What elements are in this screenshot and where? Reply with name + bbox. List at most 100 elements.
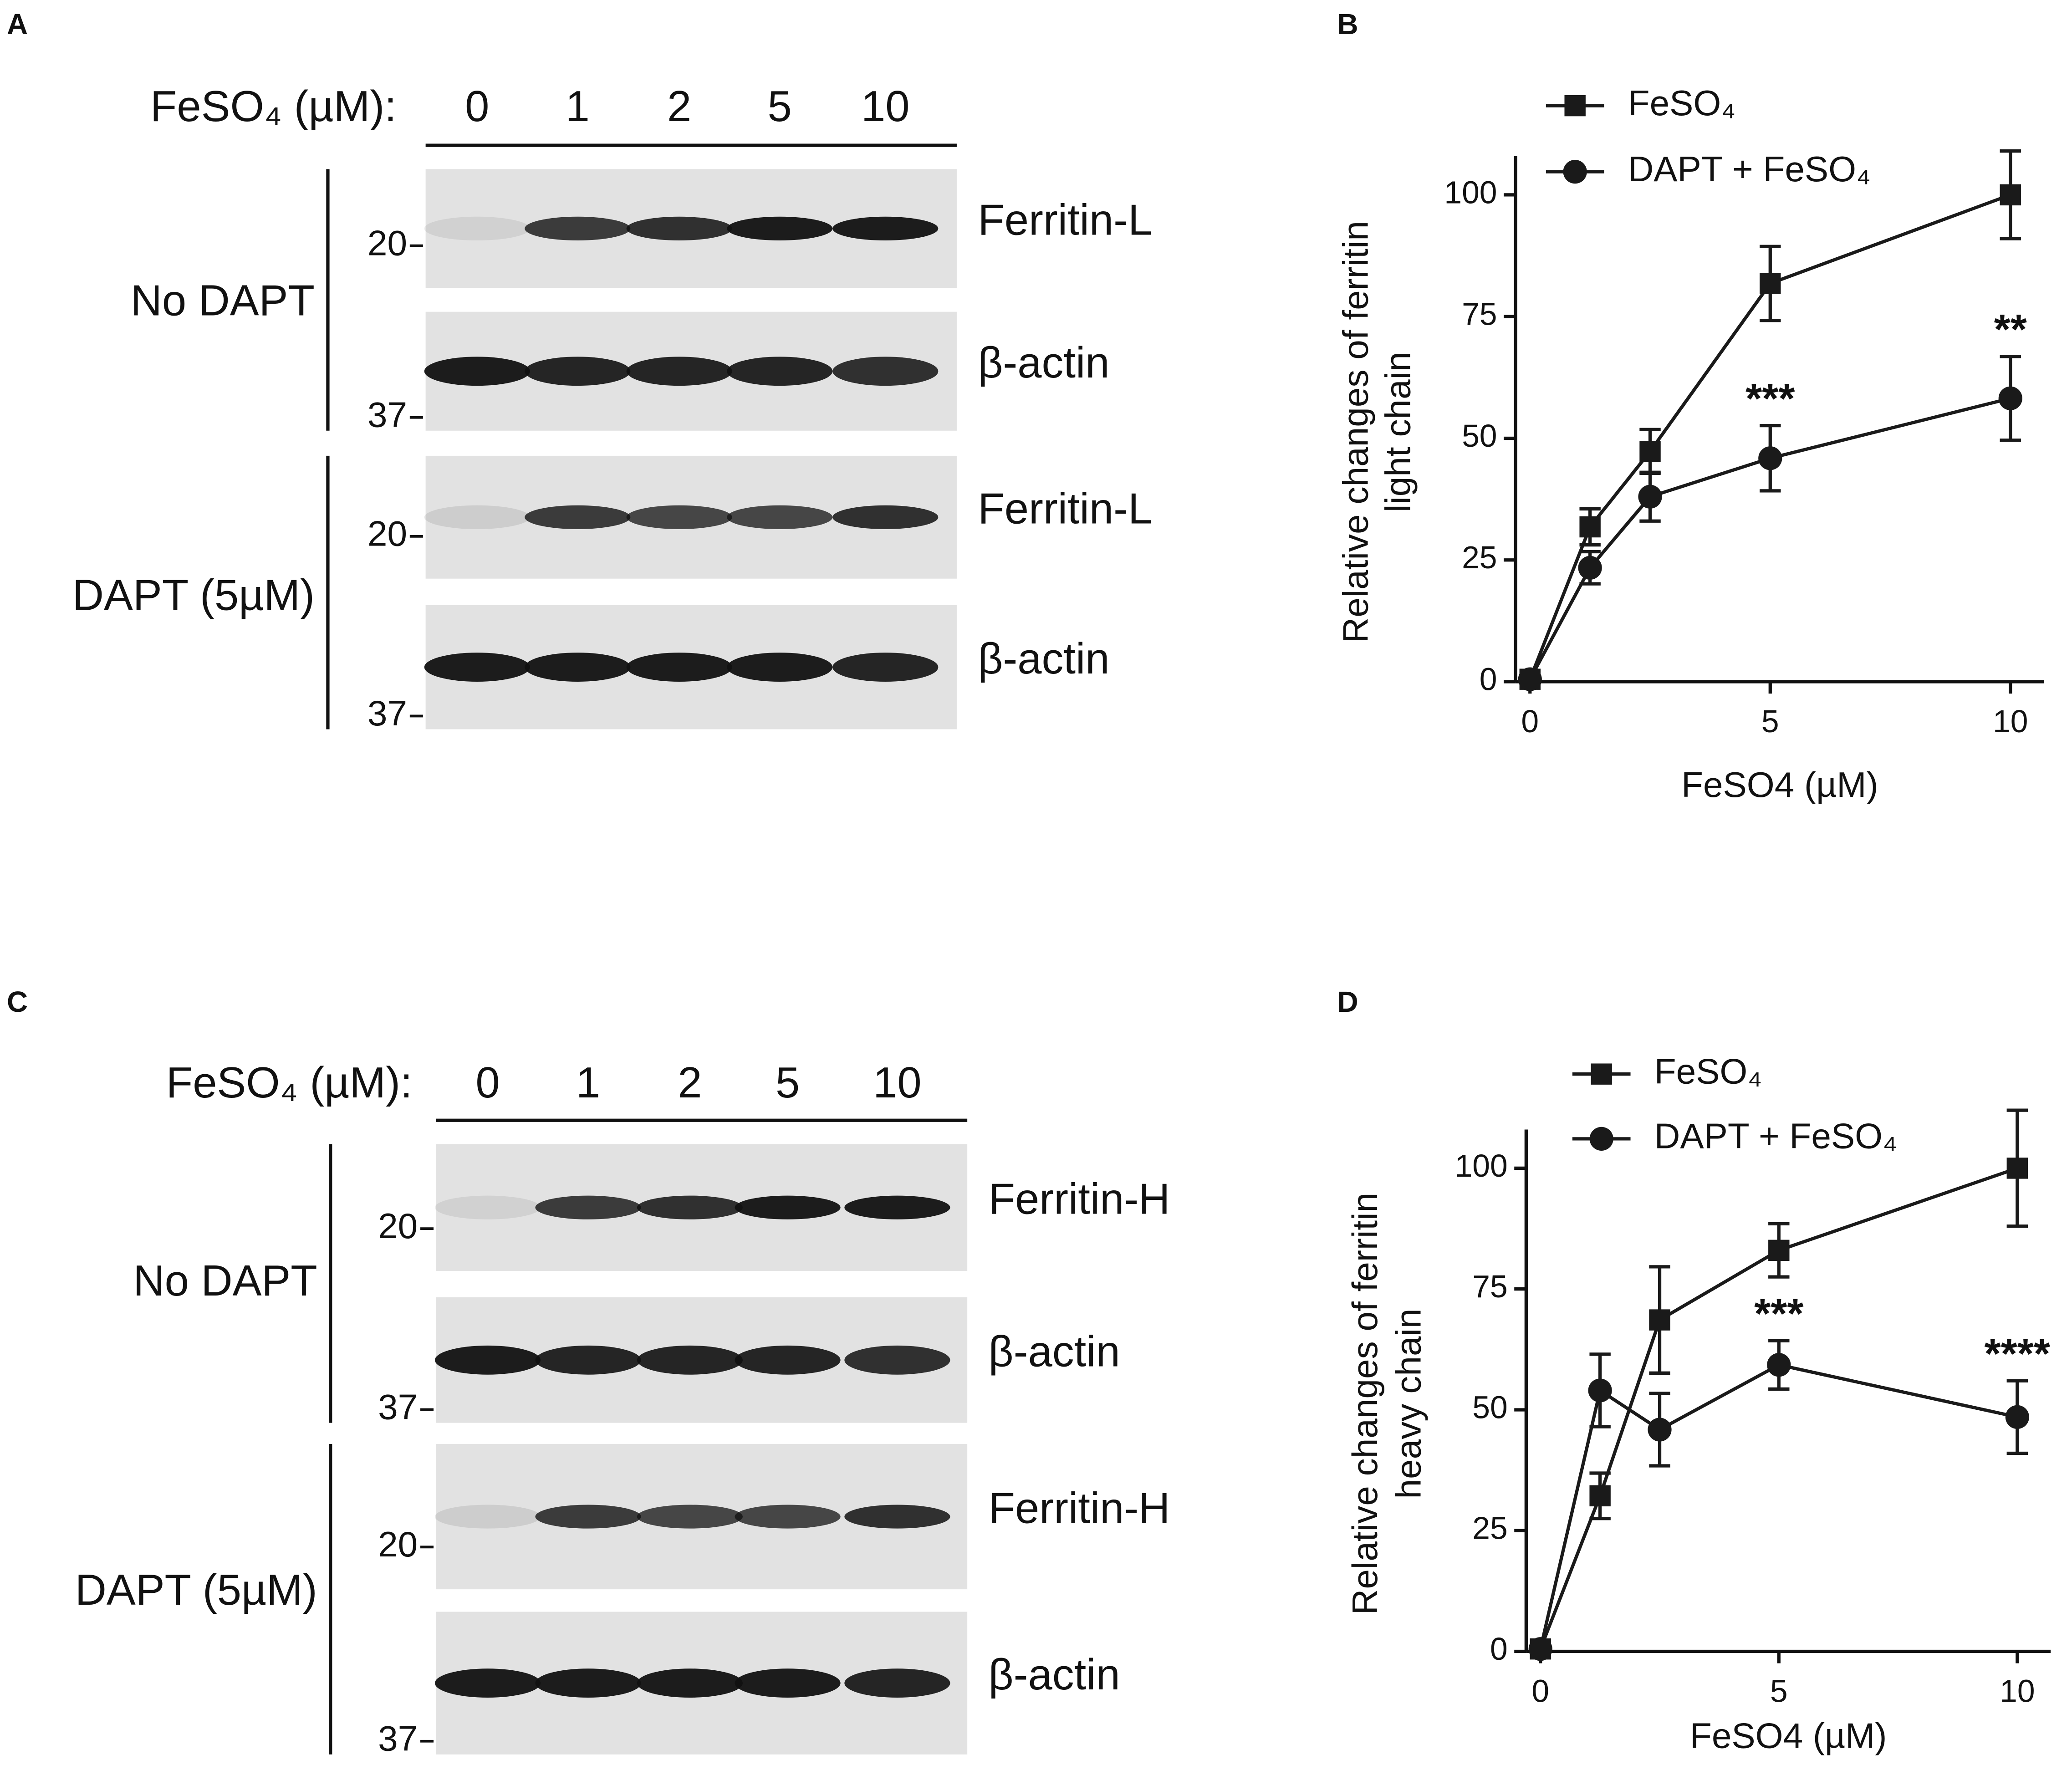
blot-band (525, 357, 631, 386)
x-axis-label: FeSO4 (µM) (1681, 765, 1878, 805)
y-tick-label: 50 (1472, 1389, 1507, 1425)
panel-letter: D (1337, 985, 1358, 1018)
blot-band (637, 1505, 743, 1529)
lane-label: 0 (475, 1058, 500, 1107)
marker-square (1649, 1309, 1670, 1331)
y-tick-label: 0 (1490, 1631, 1508, 1667)
blot-band (844, 1345, 950, 1375)
legend-marker (1591, 1063, 1612, 1085)
blot-band (735, 1195, 841, 1219)
lane-label: 10 (873, 1058, 921, 1107)
panel-letter: C (7, 985, 28, 1018)
lane-label: 5 (768, 82, 792, 131)
blot-band (626, 505, 732, 529)
lane-label: 0 (465, 82, 489, 131)
group-label: No DAPT (131, 276, 315, 325)
blot-band (535, 1505, 641, 1529)
y-tick-label: 0 (1480, 661, 1497, 697)
blot-band (535, 1668, 641, 1698)
marker-circle (1528, 1637, 1552, 1661)
blot-band (735, 1345, 841, 1375)
blot-band (637, 1668, 743, 1698)
blot-band (525, 505, 631, 529)
marker-circle (1758, 446, 1782, 470)
x-tick-label: 0 (1531, 1673, 1549, 1709)
x-axis-label: FeSO4 (µM) (1690, 1716, 1887, 1756)
lane-label: 2 (678, 1058, 702, 1107)
blot-band (525, 653, 631, 682)
panel-letter: A (7, 8, 28, 41)
marker-square (1589, 1485, 1611, 1507)
blot-band (424, 653, 530, 682)
marker-square (1760, 273, 1781, 294)
group-label: DAPT (5µM) (75, 1566, 317, 1614)
x-tick-label: 10 (1993, 704, 2028, 739)
marker-square (2000, 184, 2021, 206)
legend-marker (1563, 160, 1587, 184)
marker-square (1639, 441, 1661, 462)
band-label: β-actin (989, 1650, 1120, 1699)
blot-band (832, 216, 939, 241)
blot-band (844, 1668, 950, 1698)
marker-circle (1638, 485, 1662, 509)
x-tick-label: 10 (2000, 1673, 2035, 1709)
blot-band (626, 357, 732, 386)
blot-band (637, 1195, 743, 1219)
blot-band (844, 1195, 950, 1219)
band-label: β-actin (989, 1327, 1120, 1376)
mw-marker: 20 (378, 1206, 418, 1246)
band-label: Ferritin-L (978, 196, 1152, 245)
band-label: Ferritin-H (989, 1484, 1170, 1532)
blot-band (727, 653, 833, 682)
y-tick-label: 75 (1472, 1269, 1507, 1304)
marker-circle (2005, 1405, 2029, 1429)
significance: *** (1754, 1290, 1804, 1337)
blot-band (434, 1668, 541, 1698)
y-tick-label: 25 (1462, 540, 1497, 575)
legend-label: FeSO₄ (1654, 1051, 1762, 1091)
marker-circle (1767, 1353, 1791, 1377)
significance: **** (1985, 1330, 2051, 1377)
lane-label: 2 (667, 82, 691, 131)
significance: *** (1745, 375, 1795, 422)
mw-marker: 37 (378, 1387, 418, 1427)
x-tick-label: 5 (1770, 1673, 1788, 1709)
blot-band (626, 653, 732, 682)
blot-band (727, 505, 833, 529)
marker-circle (1588, 1378, 1612, 1403)
marker-circle (1578, 556, 1602, 580)
band-label: β-actin (978, 634, 1109, 683)
blot-band (535, 1345, 641, 1375)
blot-header: FeSO₄ (µM): (150, 82, 397, 131)
y-axis-label: Relative changes of ferritin (1345, 1193, 1385, 1615)
x-tick-label: 5 (1761, 704, 1779, 739)
panel-letter: B (1337, 8, 1358, 41)
y-axis-label: heavy chain (1388, 1309, 1429, 1499)
blot-band (727, 357, 833, 386)
blot-band (434, 1505, 541, 1529)
legend-marker (1589, 1127, 1613, 1151)
lane-label: 5 (776, 1058, 800, 1107)
legend-label: DAPT + FeSO₄ (1628, 149, 1871, 189)
marker-square (2006, 1158, 2028, 1179)
blot-band (735, 1668, 841, 1698)
blot-band (637, 1345, 743, 1375)
legend-label: DAPT + FeSO₄ (1654, 1116, 1897, 1156)
x-tick-label: 0 (1521, 704, 1539, 739)
marker-circle (1648, 1418, 1672, 1442)
blot-band (535, 1195, 641, 1219)
blot-band (424, 216, 530, 241)
blot-band (626, 216, 732, 241)
mw-marker: 20 (378, 1524, 418, 1564)
series-line (1539, 1363, 2018, 1650)
y-tick-label: 100 (1455, 1148, 1508, 1183)
blot-band (727, 216, 833, 241)
marker-circle (1518, 667, 1542, 691)
lane-label: 1 (566, 82, 590, 131)
band-label: Ferritin-H (989, 1174, 1170, 1223)
blot-band (424, 505, 530, 529)
blot-band (525, 216, 631, 241)
blot-header: FeSO₄ (µM): (166, 1058, 413, 1107)
mw-marker: 37 (367, 394, 407, 434)
